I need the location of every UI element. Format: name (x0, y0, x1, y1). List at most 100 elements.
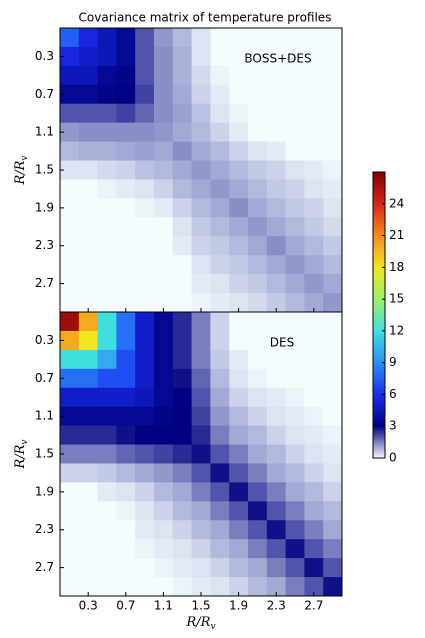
heatmap-cell (248, 558, 268, 578)
heatmap-cell (78, 84, 98, 105)
heatmap-cell (229, 65, 249, 86)
heatmap-cell (172, 482, 192, 502)
heatmap-cell (248, 122, 268, 142)
heatmap-cell (191, 293, 211, 313)
heatmap-cell (116, 255, 136, 275)
heatmap-cell (97, 520, 117, 540)
heatmap-cell (154, 312, 174, 332)
heatmap-cell (191, 236, 211, 256)
heatmap-cell (97, 330, 117, 351)
heatmap-cell (248, 368, 268, 389)
heatmap-cell (248, 501, 268, 521)
heatmap-cell (266, 349, 286, 370)
heatmap-cell (116, 406, 136, 426)
heatmap-cell (266, 387, 286, 408)
heatmap-cell (191, 198, 211, 218)
heatmap-cell (135, 444, 155, 464)
heatmap-cell (154, 577, 174, 597)
heatmap-cell (116, 482, 136, 502)
heatmap-cell (97, 141, 117, 161)
heatmap-cell (266, 520, 286, 540)
heatmap-cell (191, 84, 211, 105)
heatmap-cell (210, 46, 230, 67)
heatmap-cell (135, 141, 155, 161)
heatmap-cell (78, 349, 98, 370)
heatmap-cell (172, 368, 192, 389)
heatmap-cell (116, 217, 136, 237)
heatmap-cell (323, 330, 343, 351)
heatmap-cell (172, 349, 192, 370)
heatmap-cell (248, 65, 268, 86)
heatmap-cell (285, 236, 305, 256)
heatmap-cell (285, 520, 305, 540)
heatmap-cell (78, 558, 98, 578)
heatmap-cell (285, 255, 305, 275)
y-tick-label: 1.1 (35, 409, 54, 423)
heatmap-cell (323, 387, 343, 408)
heatmap-cell (116, 558, 136, 578)
heatmap-cell (154, 255, 174, 275)
heatmap-cell (323, 179, 343, 199)
heatmap-cell (116, 46, 136, 67)
heatmap-cell (135, 84, 155, 105)
heatmap-cell (191, 406, 211, 426)
heatmap-cell (154, 217, 174, 237)
heatmap-cell (323, 141, 343, 161)
heatmap-cell (210, 312, 230, 332)
heatmap-cell (266, 217, 286, 237)
heatmap-cell (135, 46, 155, 67)
heatmap-cell (210, 444, 230, 464)
heatmap-cell (266, 482, 286, 502)
heatmap-cell (323, 65, 343, 86)
heatmap-cell (191, 28, 211, 48)
heatmap-cell (266, 160, 286, 180)
heatmap-cell (304, 577, 324, 597)
heatmap-cell (97, 577, 117, 597)
panel-label: BOSS+DES (244, 52, 311, 66)
heatmap-cell (323, 198, 343, 218)
heatmap-cell (60, 160, 80, 180)
heatmap-cell (60, 406, 80, 426)
heatmap-cell (78, 236, 98, 256)
heatmap-cell (191, 103, 211, 124)
heatmap-cell (210, 179, 230, 199)
heatmap-cell (229, 160, 249, 180)
heatmap-cell (60, 387, 80, 408)
heatmap-cell (304, 293, 324, 313)
heatmap-cell (191, 577, 211, 597)
heatmap-cell (248, 103, 268, 124)
heatmap-cell (285, 539, 305, 559)
heatmap-cell (248, 274, 268, 294)
heatmap-cell (135, 349, 155, 370)
heatmap-cell (210, 425, 230, 445)
heatmap-cell (116, 349, 136, 370)
heatmap-cell (154, 463, 174, 483)
heatmap-cell (210, 482, 230, 502)
heatmap-cell (135, 482, 155, 502)
heatmap-cell (285, 406, 305, 426)
heatmap-cell (78, 425, 98, 445)
heatmap-cell (229, 293, 249, 313)
heatmap-cell (135, 425, 155, 445)
heatmap-cell (135, 520, 155, 540)
x-axis-label: R/Rv (185, 615, 215, 632)
heatmap-cell (135, 160, 155, 180)
heatmap-cell (172, 330, 192, 351)
heatmap-cell (60, 274, 80, 294)
heatmap-cell (154, 539, 174, 559)
chart-title: Covariance matrix of temperature profile… (79, 11, 332, 25)
heatmap-cell (229, 103, 249, 124)
heatmap-cell (78, 539, 98, 559)
heatmap-cell (285, 501, 305, 521)
heatmap-cell (323, 463, 343, 483)
heatmap-cell (172, 501, 192, 521)
heatmap-cell (97, 368, 117, 389)
heatmap-cell (154, 349, 174, 370)
heatmap-cell (229, 539, 249, 559)
heatmap-cell (285, 84, 305, 105)
heatmap-cell (97, 444, 117, 464)
heatmap-cell (323, 368, 343, 389)
heatmap-cell (191, 425, 211, 445)
heatmap-cell (248, 482, 268, 502)
